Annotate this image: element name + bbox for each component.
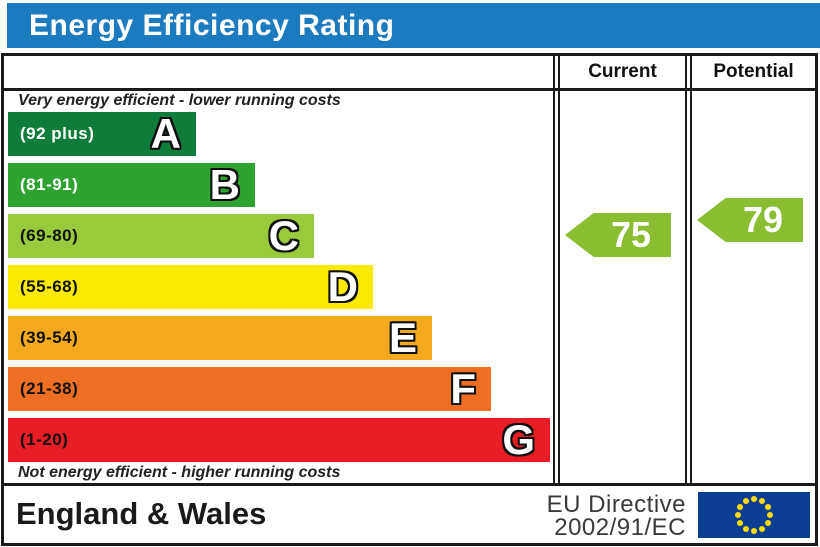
eu-flag-star (759, 525, 765, 532)
eu-flag-star (751, 528, 757, 534)
header-underline (4, 88, 815, 91)
band-range-label: (21-38) (20, 379, 79, 398)
eu-flag-star (764, 520, 771, 526)
band-letter: D (327, 263, 358, 310)
eu-flag-star (743, 498, 749, 505)
band-range-label: (69-80) (20, 226, 79, 245)
eu-flag-star (751, 496, 757, 502)
band-range-label: (39-54) (20, 328, 79, 347)
eu-directive-line1: EU Directive (546, 491, 686, 518)
band-range-label: (81-91) (20, 175, 79, 194)
rating-band-f: (21-38) F (8, 367, 491, 411)
band-letter: C (268, 212, 299, 259)
current-rating-value: 75 (610, 214, 652, 255)
eu-flag-star (759, 498, 765, 505)
column-header-current: Current (588, 61, 657, 82)
band-range-label: (1-20) (20, 430, 69, 449)
potential-column-divider (685, 56, 692, 486)
potential-rating-value: 79 (742, 199, 784, 240)
current-column-divider (553, 56, 560, 486)
band-letter: G (502, 416, 535, 463)
eu-flag-star (764, 504, 771, 510)
eu-flag-star (767, 512, 773, 518)
potential-rating-arrow: 79 (697, 198, 803, 242)
eu-directive-line2: 2002/91/EC (554, 514, 686, 541)
rating-band-b: (81-91) B (8, 163, 255, 207)
band-letter: F (450, 365, 476, 412)
rating-band-g: (1-20) G (8, 418, 550, 462)
band-range-label: (92 plus) (20, 124, 95, 143)
column-header-potential: Potential (713, 61, 794, 82)
rating-table: Current Potential Very energy efficient … (1, 53, 818, 546)
note-not-efficient: Not energy efficient - higher running co… (18, 464, 341, 481)
note-very-efficient: Very energy efficient - lower running co… (18, 92, 341, 109)
eu-flag-star (743, 525, 749, 532)
band-letter: E (388, 314, 417, 361)
eu-directive-label: EU Directive 2002/91/EC (444, 491, 686, 541)
rating-band-d: (55-68) D (8, 265, 373, 309)
band-letter: B (209, 161, 240, 208)
page-title: Energy Efficiency Rating (7, 3, 820, 48)
eu-flag-star (735, 512, 741, 518)
band-letter: A (150, 110, 181, 157)
eu-flag-star (737, 504, 744, 510)
rating-band-a: (92 plus) A (8, 112, 196, 156)
band-range-label: (55-68) (20, 277, 79, 296)
current-rating-arrow: 75 (565, 213, 671, 257)
region-label: England & Wales (16, 496, 267, 531)
eu-flag-star (737, 520, 744, 526)
rating-band-e: (39-54) E (8, 316, 432, 360)
footer-separator (4, 483, 815, 486)
rating-band-c: (69-80) C (8, 214, 314, 258)
eu-flag-icon (698, 492, 810, 538)
